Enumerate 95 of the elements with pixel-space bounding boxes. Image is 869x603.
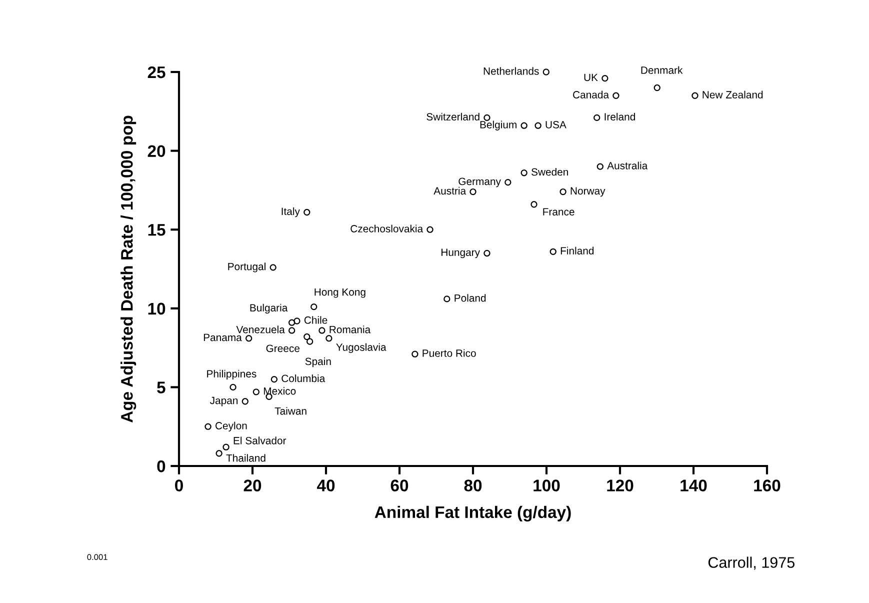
text: 0.001 [87, 554, 108, 560]
point [318, 327, 326, 334]
series-label: Greece [266, 344, 300, 352]
point [204, 423, 212, 430]
series-label: Hong Kong [314, 288, 366, 298]
series-label: Hungary [442, 248, 480, 258]
point [612, 92, 620, 99]
series-label: Sweden [532, 168, 568, 176]
series-label: El Salvador [234, 436, 286, 444]
point [270, 264, 276, 271]
series-label: Australia [607, 162, 648, 170]
x-tick-label: 0 [175, 480, 183, 492]
point [216, 450, 222, 457]
series-label: Belgium [480, 120, 516, 130]
y-tick-label: 25 [148, 66, 166, 78]
point [252, 388, 260, 396]
point [288, 327, 296, 334]
series-label: Austria [434, 186, 466, 195]
series-label: UK [584, 74, 598, 82]
x-tick-label: 140 [680, 480, 707, 492]
series-label: France [543, 208, 574, 216]
series-label: Norway [570, 187, 606, 197]
series-label: Puerto Rico [422, 349, 476, 357]
series-label: Ireland [604, 112, 635, 120]
point [288, 319, 296, 326]
x-tick-label: 100 [534, 480, 560, 492]
point [594, 114, 600, 122]
point [326, 335, 332, 342]
series-label: Columbia [282, 374, 326, 382]
series-label: Mexico [264, 387, 296, 395]
x-axis-title: Animal Fat Intake (g/day) [374, 506, 571, 522]
point [245, 335, 252, 342]
point [530, 201, 538, 208]
point [230, 384, 236, 391]
point [550, 248, 556, 255]
y-tick-label: 0 [157, 460, 166, 472]
point [306, 338, 314, 345]
point [412, 350, 418, 358]
series-label: Romania [330, 326, 371, 334]
point [692, 92, 698, 99]
series-label: Poland [454, 294, 486, 302]
series-label: New Zealand [702, 90, 763, 98]
series-label: Portugal [228, 262, 266, 272]
series-label: Denmark [641, 66, 683, 74]
x-tick-label: 40 [316, 480, 335, 492]
series-label: Netherlands [484, 67, 539, 75]
x-tick-label: 160 [754, 480, 780, 492]
point [242, 398, 248, 405]
series-label: Chile [304, 316, 328, 324]
point [520, 170, 528, 176]
series-label: Philippines [207, 370, 256, 380]
x-tick-label: 20 [244, 480, 262, 492]
point [560, 188, 566, 196]
point [504, 178, 512, 186]
point [304, 208, 310, 216]
series-label: USA [546, 121, 566, 128]
series-label: Ceylon [216, 422, 247, 432]
series-label: Taiwan [274, 407, 306, 415]
point [520, 122, 528, 129]
x-tick-label: 80 [464, 480, 482, 492]
y-axis-title: Age Adjusted Death Rate / 100,000 pop [120, 116, 136, 422]
series-label: Italy [282, 207, 300, 218]
series-label: Switzerland [426, 112, 480, 120]
y-tick-label: 5 [157, 382, 166, 394]
point [542, 68, 550, 76]
point [426, 226, 434, 233]
series-label: Thailand [226, 454, 266, 462]
point [596, 163, 604, 170]
point [484, 250, 490, 257]
series-label: Venezuela [236, 326, 285, 334]
point [534, 122, 542, 129]
series-label: Bulgaria [250, 304, 288, 314]
point [304, 333, 310, 340]
series-label: Spain [305, 357, 331, 368]
y-tick-label: 20 [148, 145, 166, 158]
point [444, 296, 450, 302]
series-label: Czechoslovakia [350, 224, 424, 232]
point [470, 188, 476, 196]
x-tick-label: 120 [607, 480, 634, 492]
point [222, 444, 230, 450]
series-label: Yugoslavia [336, 343, 386, 353]
x-tick-label: 60 [390, 480, 408, 492]
point [270, 376, 278, 383]
point [654, 84, 660, 92]
series-label: Finland [560, 246, 594, 254]
y-tick-label: 10 [148, 302, 166, 315]
y-tick-label: 15 [148, 224, 166, 236]
point [310, 303, 318, 310]
series-label: Japan [210, 396, 238, 406]
series-label: Panama [204, 334, 242, 342]
text: Carroll, 1975 [708, 556, 794, 570]
point [602, 74, 608, 82]
series-label: Germany [458, 178, 501, 188]
point [294, 318, 300, 324]
series-label: Canada [573, 90, 610, 98]
